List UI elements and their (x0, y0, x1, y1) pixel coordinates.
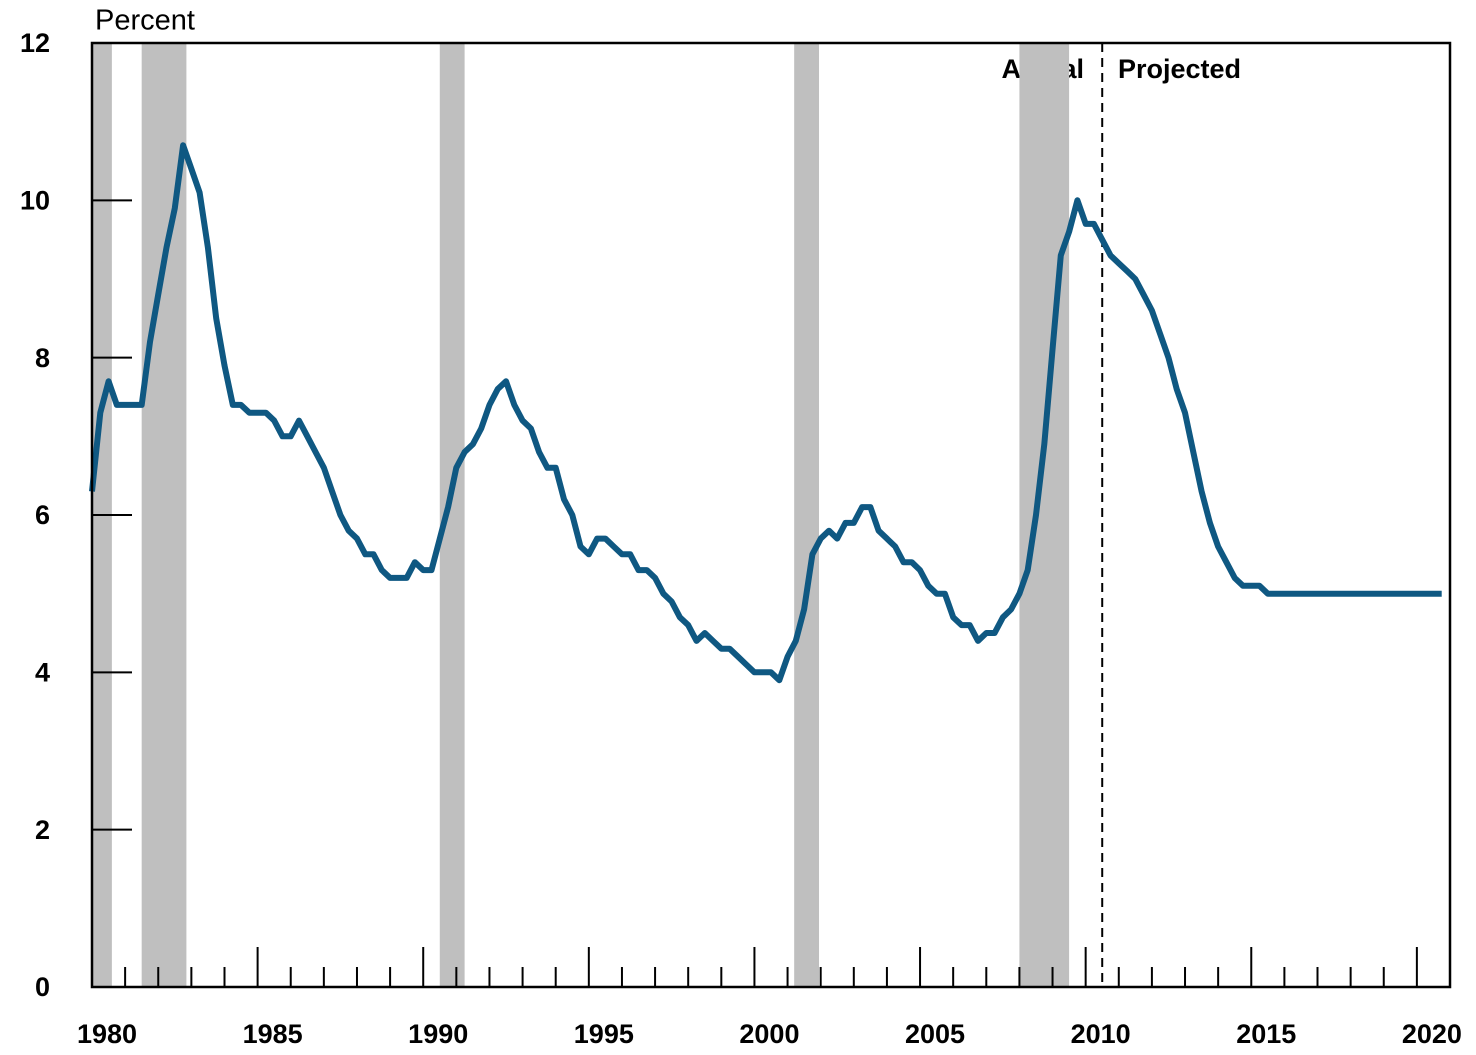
data-line (89, 142, 1442, 684)
y-tick-label: 2 (35, 815, 50, 845)
y-tick-label: 12 (20, 28, 50, 58)
plot-frame (90, 41, 1452, 989)
y-tick-label: 0 (35, 972, 50, 1002)
y-tick-label: 6 (35, 500, 50, 530)
x-tick-label: 2020 (1402, 1019, 1462, 1049)
recession-shade (794, 43, 820, 987)
y-tick-label: 8 (35, 343, 50, 373)
x-tick-label: 1995 (574, 1019, 634, 1049)
x-tick-label: 2010 (1071, 1019, 1131, 1049)
x-tick-label: 1985 (243, 1019, 303, 1049)
y-axis-label: Percent (95, 5, 195, 37)
x-tick-label: 2005 (905, 1019, 965, 1049)
x-tick-label: 1980 (77, 1019, 137, 1049)
recession-shade (1019, 43, 1070, 987)
x-tick-label: 2015 (1236, 1019, 1296, 1049)
x-tick-label: 2000 (739, 1019, 799, 1049)
recession-shade (141, 43, 187, 987)
x-tick-label: 1990 (408, 1019, 468, 1049)
annotation: Projected (1118, 54, 1241, 84)
y-tick-label: 4 (35, 657, 50, 687)
y-tick-label: 10 (20, 185, 50, 215)
